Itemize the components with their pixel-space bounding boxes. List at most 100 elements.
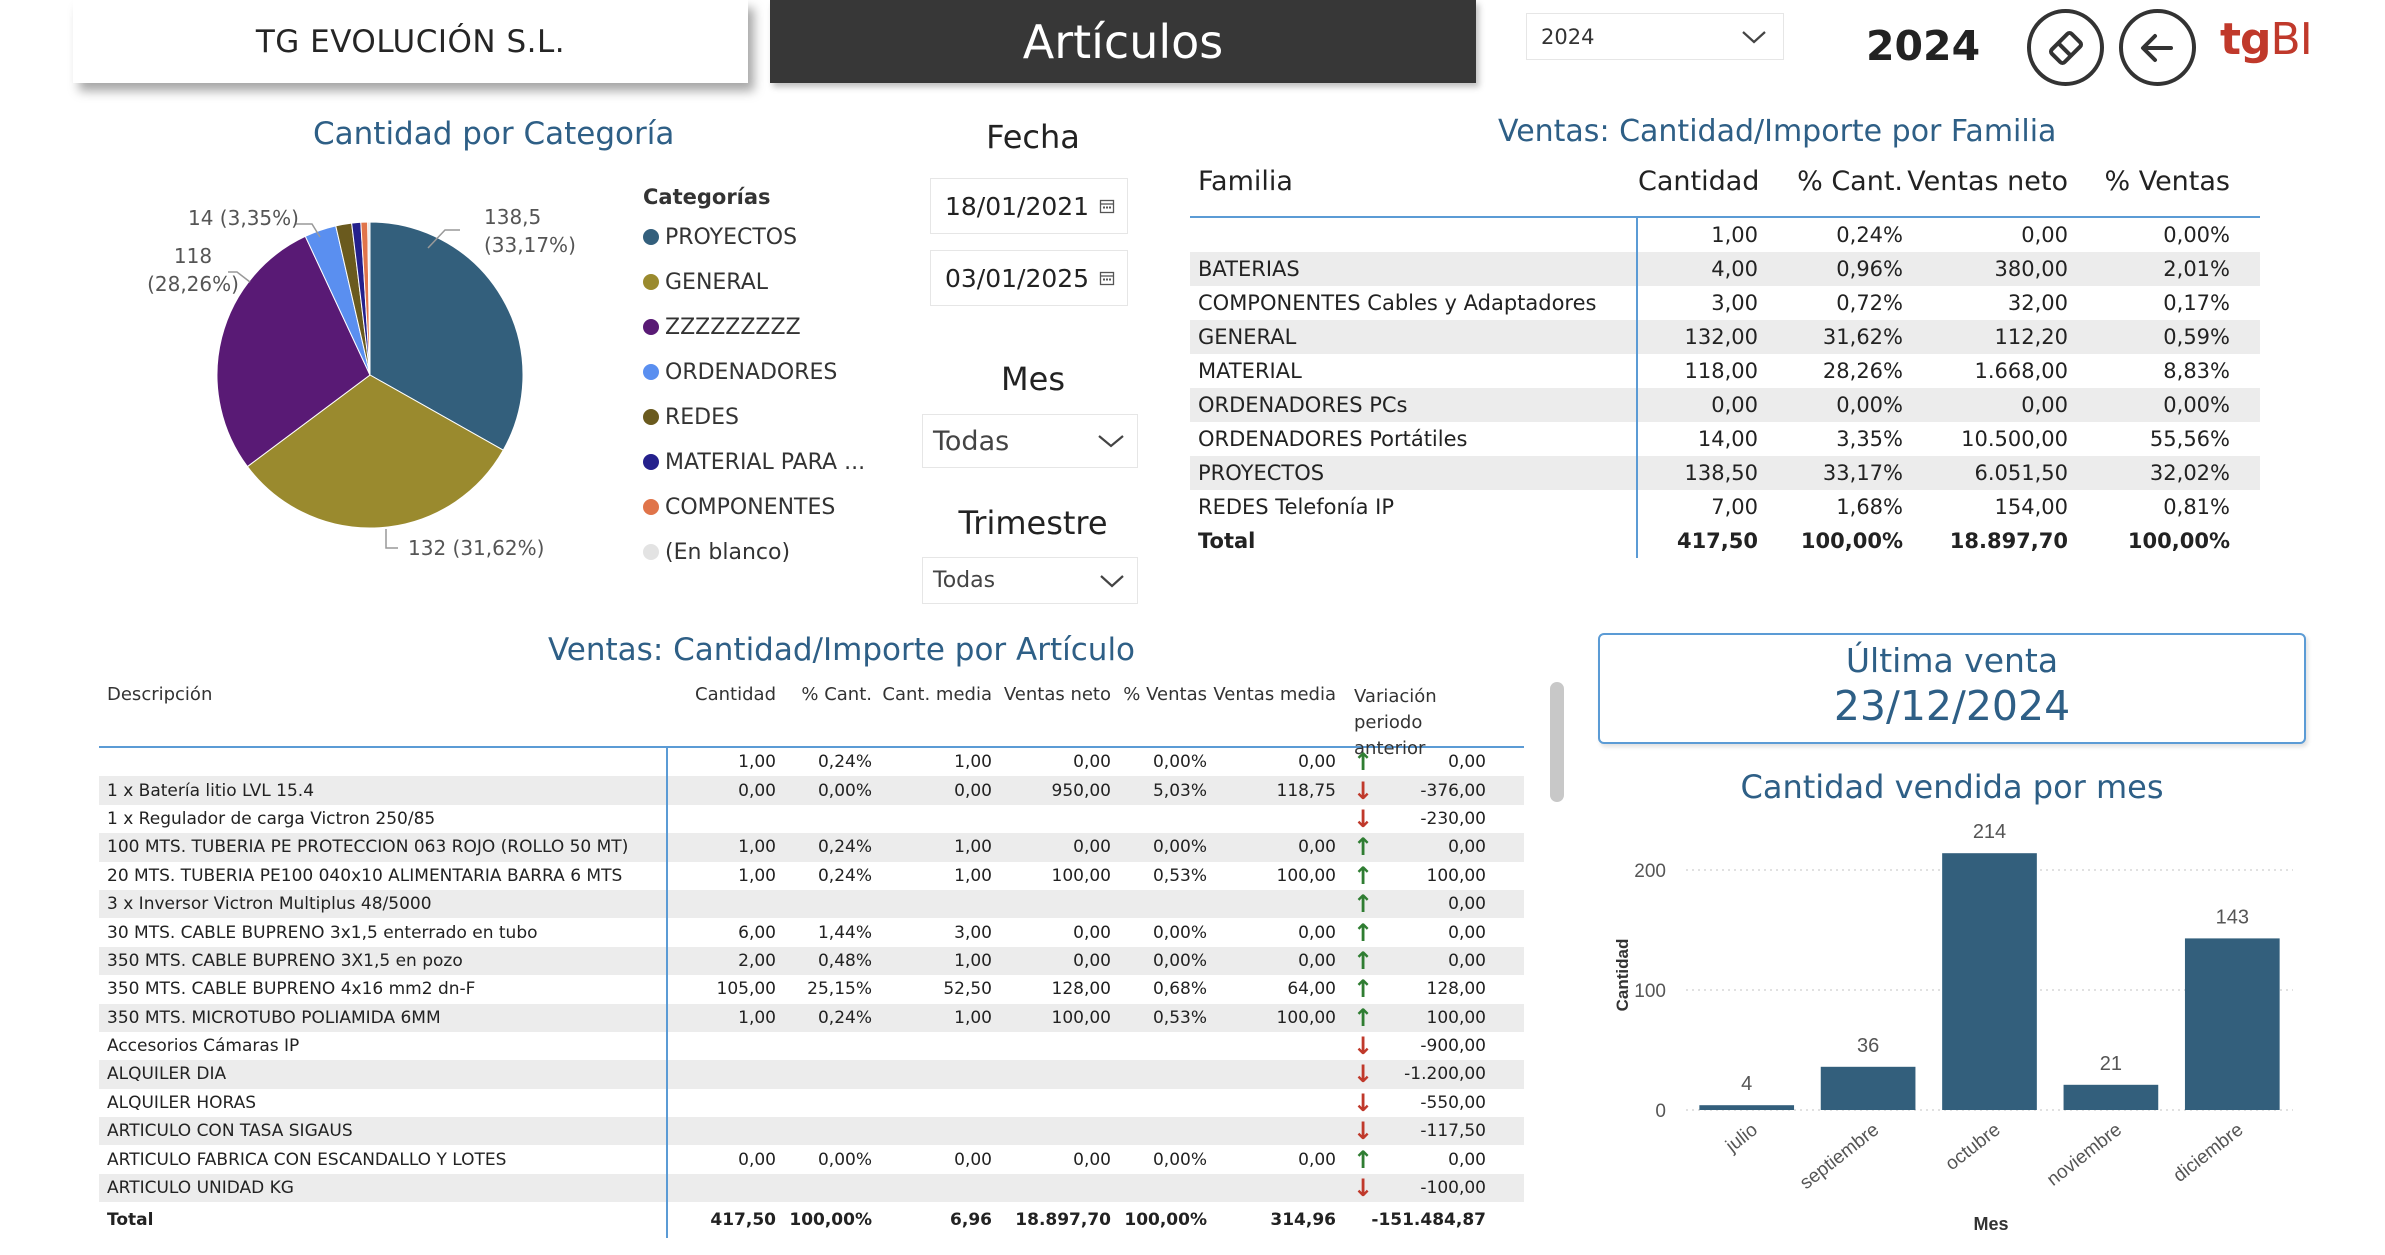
table-scrollbar[interactable] [1550,682,1564,802]
articulo-descripcion: ARTICULO UNIDAD KG [99,1173,668,1203]
articulo-row[interactable]: 3 x Inversor Victron Multiplus 48/5000 ↑ 0… [99,889,1524,919]
year-dropdown-value: 2024 [1541,24,1595,49]
articulo-variacion: 0,00 [1448,922,1486,943]
legend-item[interactable]: GENERAL [643,267,883,297]
articulo-row[interactable]: 350 MTS. CABLE BUPRENO 3X1,5 en pozo 2,00… [99,946,1524,976]
col-pct-ventas[interactable]: % Ventas [1123,684,1207,705]
familia-cell: 0,00% [1836,393,1903,417]
back-button[interactable] [2119,9,2196,86]
col-familia[interactable]: Familia [1198,165,1293,197]
bar-diciembre[interactable] [2184,938,2280,1110]
bar-chart-title: Cantidad vendida por mes [1740,768,2164,806]
articulo-row[interactable]: 1,00 0,24% 1,00 0,00 0,00% 0,00 ↑ 0,00 [99,748,1524,777]
x-tick-label: octubre [1942,1119,2005,1175]
familia-row[interactable]: ORDENADORES Portátiles 14,00 3,35% 10.500,0… [1190,422,2260,456]
familia-cell: 138,50 [1684,461,1758,485]
familia-row[interactable]: MATERIAL 118,00 28,26% 1.668,00 8,83% [1190,354,2260,388]
page-title: Artículos [770,0,1476,83]
articulo-cell: 1,00 [738,837,776,858]
bar-septiembre[interactable] [1820,1066,1916,1110]
familia-row[interactable]: GENERAL 132,00 31,62% 112,20 0,59% [1190,320,2260,354]
articulo-row[interactable]: ALQUILER DIA ↓ -1.200,00 [99,1060,1524,1089]
clear-filters-button[interactable] [2027,9,2104,86]
articulo-cell: 0,00 [1073,752,1111,773]
fecha-desde-input[interactable]: 18/01/2021 [930,178,1128,234]
familia-cell: 0,96% [1836,257,1903,281]
legend-dot [643,319,659,335]
articulo-row[interactable]: ALQUILER HORAS ↓ -550,00 [99,1088,1524,1118]
articulo-row[interactable]: ARTICULO CON TASA SIGAUS ↓ -117,50 [99,1117,1524,1146]
arrow-down-icon: ↓ [1352,776,1374,805]
familia-row[interactable]: PROYECTOS 138,50 33,17% 6.051,50 32,02% [1190,456,2260,490]
mes-dropdown[interactable]: Todas [922,414,1138,468]
familia-cell: 18.897,70 [1949,529,2068,553]
trimestre-dropdown[interactable]: Todas [922,557,1138,604]
arrow-up-icon: ↑ [1352,861,1374,890]
year-dropdown[interactable]: 2024 [1526,13,1784,60]
bar-julio[interactable] [1699,1105,1795,1110]
legend-item[interactable]: (En blanco) [643,537,883,567]
articulo-cell: 0,48% [817,950,872,971]
familia-row[interactable]: BATERIAS 4,00 0,96% 380,00 2,01% [1190,252,2260,286]
articulo-variacion: -100,00 [1420,1178,1486,1199]
col-variacion[interactable]: Variación periodo anterior [1354,686,1437,759]
pie-label-general: 132 (31,62%) [408,536,545,560]
fecha-hasta-input[interactable]: 03/01/2025 [930,250,1128,306]
pie-slice[interactable] [246,374,504,529]
col-ventas-neto[interactable]: Ventas neto [1003,684,1111,705]
col-cant-media[interactable]: Cant. media [882,684,992,705]
articulo-row[interactable]: 1 x Batería litio LVL 15.4 0,00 0,00% 0,00 9… [99,776,1524,805]
legend-item[interactable]: COMPONENTES [643,492,883,522]
articulo-row[interactable]: ARTICULO UNIDAD KG ↓ -100,00 [99,1173,1524,1203]
bar-value-label: 4 [1741,1073,1752,1095]
familia-row[interactable]: COMPONENTES Cables y Adaptadores 3,00 0,72… [1190,286,2260,320]
articulo-row[interactable]: Accesorios Cámaras IP ↓ -900,00 [99,1031,1524,1061]
col-pct-cant[interactable]: % Cant. [801,684,872,705]
articulo-total-row[interactable]: Total 417,50 100,00% 6,96 18.897,70 100,00% 31… [99,1202,1524,1239]
familia-row[interactable]: ORDENADORES PCs 0,00 0,00% 0,00 0,00% [1190,388,2260,422]
col-ventas-media[interactable]: Ventas media [1213,684,1336,705]
col-cantidad[interactable]: Cantidad [1638,165,1760,197]
familia-name: REDES Telefonía IP [1190,490,1638,524]
bar-noviembre[interactable] [2063,1084,2159,1110]
legend-item[interactable]: PROYECTOS [643,222,883,252]
familia-table: Familia Cantidad % Cant. Ventas neto % V… [1190,146,2260,558]
articulo-row[interactable]: 20 MTS. TUBERIA PE100 040x10 ALIMENTARIA… [99,861,1524,890]
articulo-row[interactable]: 30 MTS. CABLE BUPRENO 3x1,5 enterrado en… [99,918,1524,947]
pie-slice[interactable] [369,221,524,451]
articulo-row[interactable]: 100 MTS. TUBERIA PE PROTECCION 063 ROJO … [99,833,1524,862]
articulo-cell: 128,00 [1051,979,1111,1000]
familia-total-row[interactable]: Total 417,50 100,00% 18.897,70 100,00% [1190,524,2260,558]
arrow-up-icon: ↑ [1352,890,1374,919]
familia-cell: 32,00 [2007,291,2068,315]
familia-row[interactable]: REDES Telefonía IP 7,00 1,68% 154,00 0,81% [1190,490,2260,524]
articulo-cell: 2,00 [738,950,776,971]
col-cantidad[interactable]: Cantidad [695,684,776,705]
legend-item[interactable]: REDES [643,402,883,432]
articulo-cell: 0,24% [817,865,872,886]
arrow-up-icon: ↑ [1352,918,1374,947]
col-pct-cant[interactable]: % Cant. [1797,165,1903,197]
col-pct-ventas[interactable]: % Ventas [2104,165,2230,197]
bar-octubre[interactable] [1942,853,2037,1110]
legend-item[interactable]: MATERIAL PARA ... [643,447,883,477]
articulo-cell: 950,00 [1051,780,1111,801]
familia-cell: 0,00% [2163,223,2230,247]
articulo-descripcion: 100 MTS. TUBERIA PE PROTECCION 063 ROJO … [99,833,668,862]
bar-value-label: 36 [1857,1035,1879,1057]
col-descripcion[interactable]: Descripción [107,684,213,705]
articulo-row[interactable]: 350 MTS. MICROTUBO POLIAMIDA 6MM 1,00 0,24… [99,1003,1524,1032]
familia-cell: 4,00 [1711,257,1758,281]
legend-item[interactable]: ORDENADORES [643,357,883,387]
col-ventas-neto[interactable]: Ventas neto [1907,165,2068,197]
pie-slice[interactable] [367,221,371,376]
articulo-row[interactable]: 350 MTS. CABLE BUPRENO 4x16 mm2 dn-F 105,… [99,975,1524,1004]
articulo-cell: 0,00 [1073,837,1111,858]
articulo-row[interactable]: 1 x Regulador de carga Victron 250/85 ↓ -2… [99,804,1524,834]
familia-name: MATERIAL [1190,354,1638,388]
eraser-icon [2048,30,2083,65]
legend-item[interactable]: ZZZZZZZZZ [643,312,883,342]
articulo-row[interactable]: ARTICULO FABRICA CON ESCANDALLO Y LOTES 0… [99,1145,1524,1174]
articulo-cell: 0,00% [1152,1149,1207,1170]
familia-row[interactable]: 1,00 0,24% 0,00 0,00% [1190,218,2260,252]
